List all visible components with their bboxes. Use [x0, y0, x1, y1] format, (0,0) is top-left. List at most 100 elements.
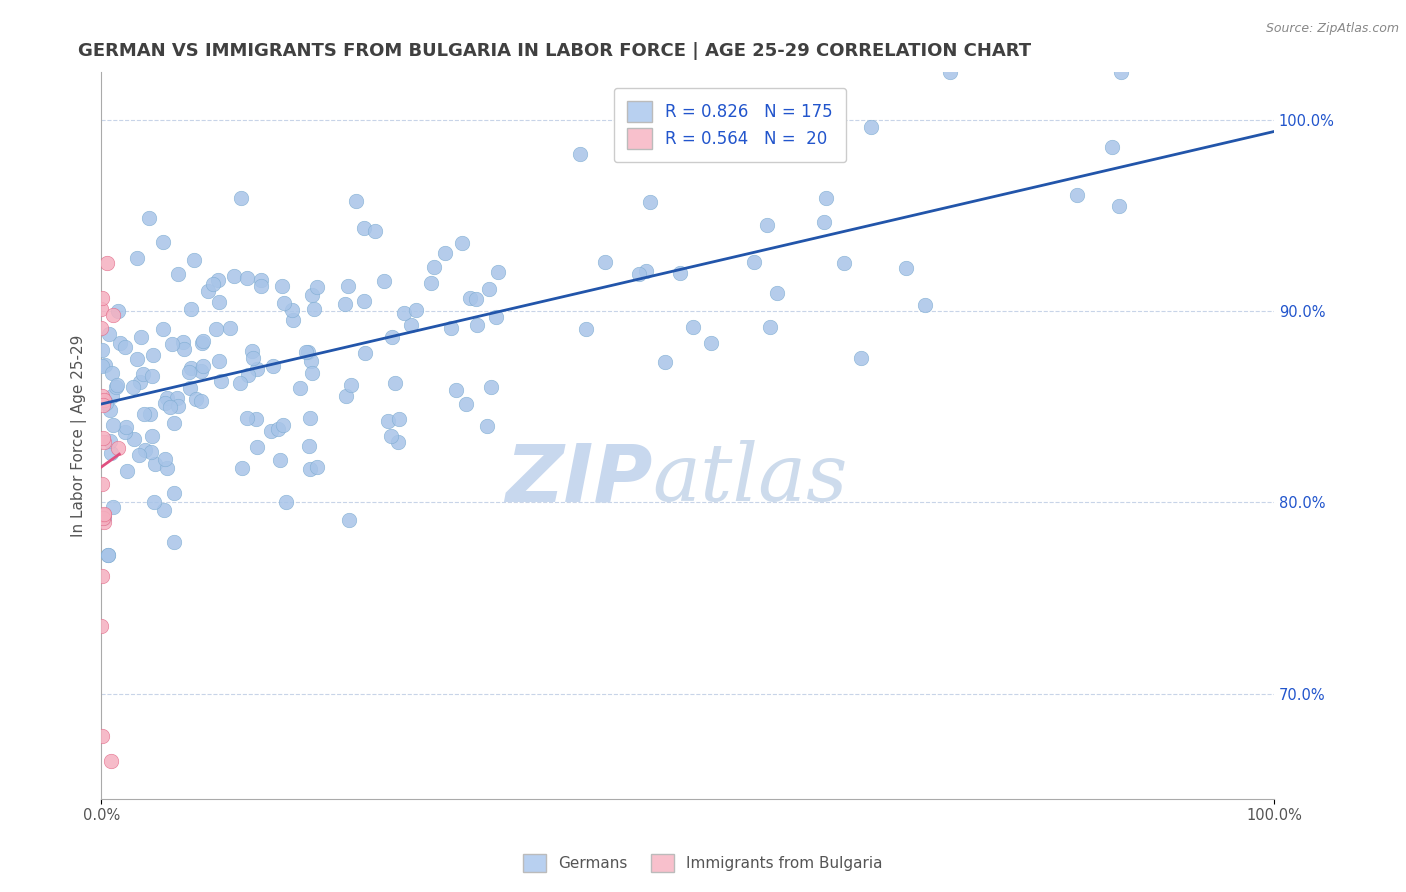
Point — [184, 392, 207, 406]
Point — [183, 252, 205, 267]
Point — [90, 302, 112, 317]
Point — [301, 366, 323, 380]
Point — [98, 402, 121, 417]
Point — [245, 440, 267, 454]
Point — [141, 368, 163, 383]
Point — [90, 477, 112, 491]
Point — [209, 375, 232, 389]
Point — [105, 380, 128, 394]
Point — [297, 345, 319, 359]
Point — [486, 264, 509, 278]
Point — [107, 442, 129, 456]
Point — [267, 422, 290, 436]
Point — [1066, 188, 1088, 202]
Point — [742, 255, 765, 269]
Text: ZIP: ZIP — [505, 440, 652, 518]
Point — [98, 434, 121, 448]
Point — [281, 303, 304, 318]
Point — [364, 223, 387, 237]
Point — [440, 321, 463, 335]
Point — [914, 298, 936, 312]
Point — [114, 341, 136, 355]
Point — [569, 147, 592, 161]
Point — [191, 335, 214, 350]
Point — [336, 279, 359, 293]
Point — [654, 355, 676, 369]
Point — [127, 352, 149, 367]
Point — [419, 277, 441, 291]
Point — [125, 252, 148, 266]
Point — [231, 191, 253, 205]
Point — [298, 439, 321, 453]
Point — [129, 330, 152, 344]
Point — [139, 407, 162, 421]
Point — [141, 429, 163, 443]
Point — [90, 619, 112, 633]
Point — [205, 321, 228, 335]
Point — [477, 419, 499, 434]
Point — [301, 287, 323, 301]
Point — [276, 495, 298, 509]
Point — [814, 191, 837, 205]
Point — [91, 398, 114, 412]
Point — [139, 445, 162, 459]
Point — [478, 282, 501, 296]
Point — [387, 411, 409, 425]
Point — [353, 221, 375, 235]
Point — [246, 361, 269, 376]
Point — [290, 381, 312, 395]
Point — [387, 434, 409, 449]
Point — [191, 359, 214, 374]
Point — [423, 260, 446, 274]
Point — [93, 434, 115, 449]
Point — [138, 211, 160, 225]
Point — [97, 548, 120, 562]
Point — [593, 254, 616, 268]
Point — [479, 379, 502, 393]
Point — [98, 327, 121, 342]
Point — [224, 269, 246, 284]
Point — [235, 271, 257, 285]
Point — [262, 359, 284, 373]
Point — [100, 754, 122, 768]
Point — [166, 268, 188, 282]
Point — [163, 486, 186, 500]
Point — [163, 535, 186, 549]
Point — [153, 451, 176, 466]
Point — [143, 457, 166, 471]
Text: Source: ZipAtlas.com: Source: ZipAtlas.com — [1265, 22, 1399, 36]
Point — [231, 461, 253, 475]
Point — [93, 516, 115, 530]
Point — [156, 391, 179, 405]
Point — [193, 334, 215, 348]
Point — [860, 120, 883, 134]
Point — [269, 453, 291, 467]
Point — [94, 358, 117, 372]
Point — [134, 407, 156, 421]
Point — [179, 381, 201, 395]
Point — [93, 508, 115, 523]
Point — [122, 432, 145, 446]
Point — [1109, 65, 1132, 79]
Point — [121, 380, 143, 394]
Point — [344, 194, 367, 208]
Point — [394, 306, 416, 320]
Point — [238, 368, 260, 382]
Point — [114, 425, 136, 439]
Point — [160, 336, 183, 351]
Point — [1101, 140, 1123, 154]
Point — [271, 278, 294, 293]
Point — [339, 378, 361, 392]
Point — [91, 511, 114, 525]
Point — [190, 364, 212, 378]
Y-axis label: In Labor Force | Age 25-29: In Labor Force | Age 25-29 — [72, 334, 87, 537]
Point — [260, 425, 283, 439]
Point — [90, 320, 112, 334]
Point — [458, 291, 481, 305]
Point — [180, 361, 202, 376]
Point — [152, 235, 174, 250]
Point — [759, 320, 782, 334]
Point — [669, 267, 692, 281]
Point — [249, 272, 271, 286]
Point — [115, 419, 138, 434]
